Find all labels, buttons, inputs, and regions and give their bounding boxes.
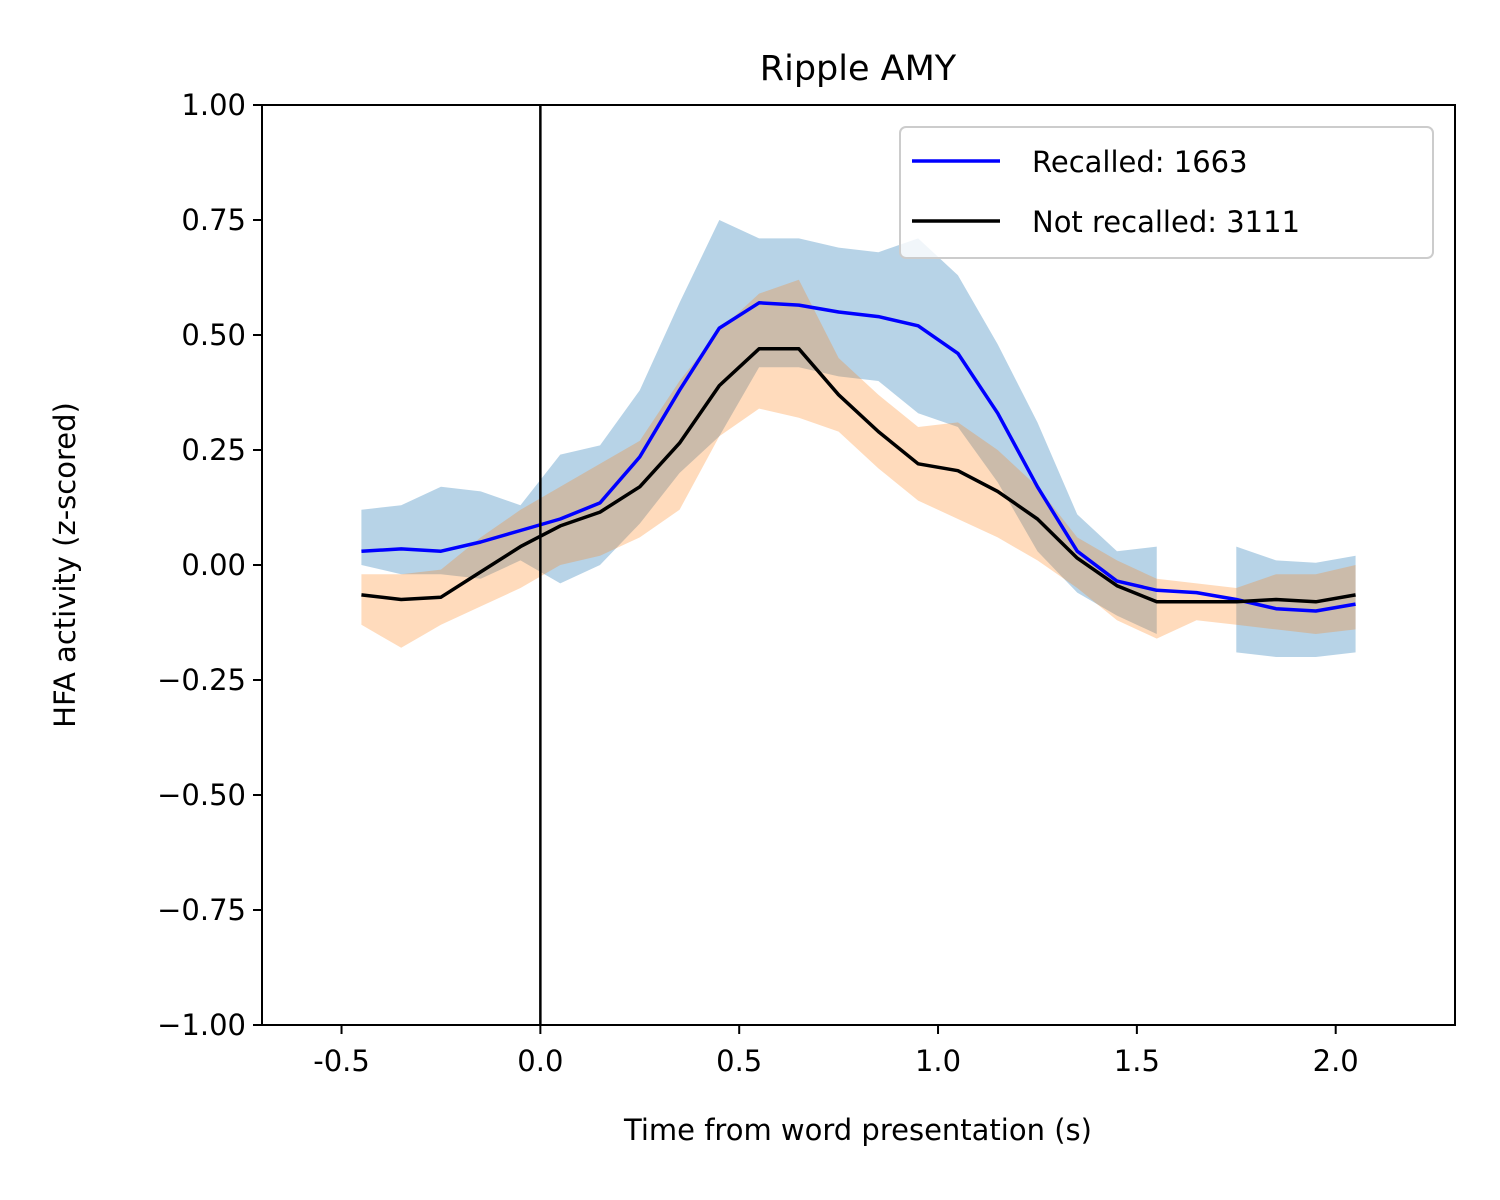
x-tick-label: -0.5 bbox=[313, 1044, 370, 1078]
y-axis-label: HFA activity (z-scored) bbox=[48, 402, 82, 728]
x-axis-ticks: -0.5 0.0 0.5 1.0 1.5 2.0 bbox=[313, 1025, 1359, 1078]
y-tick-label: −1.00 bbox=[157, 1008, 246, 1042]
x-tick-label: 0.5 bbox=[716, 1044, 762, 1078]
y-tick-label: −0.75 bbox=[157, 893, 246, 927]
y-tick-label: 0.50 bbox=[181, 318, 246, 352]
y-tick-label: −0.50 bbox=[157, 778, 246, 812]
legend-label-not-recalled: Not recalled: 3111 bbox=[1032, 205, 1300, 239]
y-tick-label: 0.75 bbox=[181, 203, 246, 237]
x-tick-label: 2.0 bbox=[1313, 1044, 1359, 1078]
x-tick-label: 0.0 bbox=[517, 1044, 563, 1078]
y-tick-label: −0.25 bbox=[157, 663, 246, 697]
series-lines bbox=[361, 301, 1356, 613]
series-line-not-recalled bbox=[361, 347, 1356, 604]
confidence-bands bbox=[361, 220, 1356, 657]
confidence-band-recalled-0 bbox=[361, 220, 1157, 634]
x-tick-label: 1.5 bbox=[1114, 1044, 1160, 1078]
legend-label-recalled: Recalled: 1663 bbox=[1032, 145, 1248, 179]
x-tick-label: 1.0 bbox=[915, 1044, 961, 1078]
y-axis-ticks: 1.00 0.75 0.50 0.25 0.00 −0.25 −0.50 −0.75 −1.00 bbox=[157, 88, 262, 1042]
y-tick-label: 0.25 bbox=[181, 433, 246, 467]
y-tick-label: 1.00 bbox=[181, 88, 246, 122]
chart-title: Ripple AMY bbox=[760, 49, 957, 89]
x-axis-label: Time from word presentation (s) bbox=[623, 1113, 1092, 1147]
y-tick-label: 0.00 bbox=[181, 548, 246, 582]
confidence-band-not-recalled-0 bbox=[361, 279, 1356, 648]
legend: Recalled: 1663 Not recalled: 3111 bbox=[899, 126, 1434, 259]
legend-frame bbox=[899, 126, 1434, 259]
series-line-recalled bbox=[361, 301, 1356, 613]
